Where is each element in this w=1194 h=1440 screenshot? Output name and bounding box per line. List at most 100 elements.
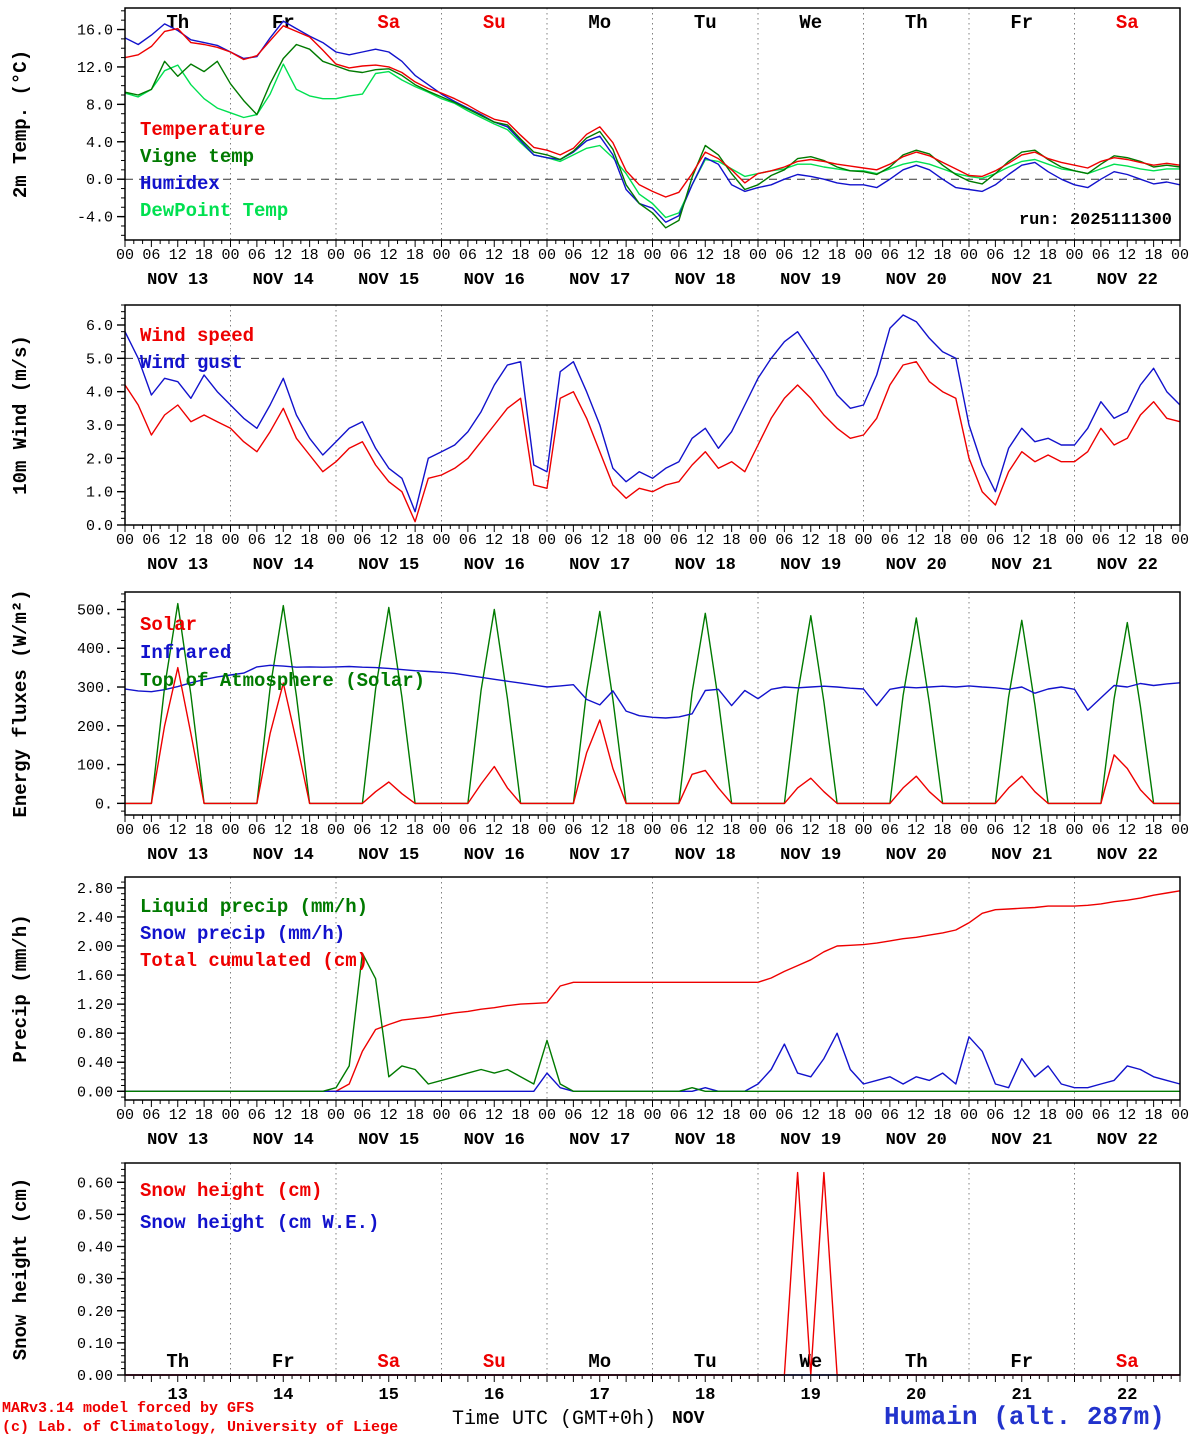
svg-text:00: 00 xyxy=(221,532,239,549)
svg-text:12: 12 xyxy=(380,532,398,549)
svg-text:NOV 22: NOV 22 xyxy=(1097,846,1158,865)
svg-text:00: 00 xyxy=(116,1107,134,1124)
svg-text:18: 18 xyxy=(695,1386,715,1400)
x-axis-ticks xyxy=(124,1375,1181,1382)
svg-text:18: 18 xyxy=(512,247,530,264)
svg-text:12: 12 xyxy=(591,822,609,839)
y-axis-ticks: 0.00 0.40 0.80 1.20 1.60 2.00 2.40 2.80 xyxy=(77,881,125,1101)
svg-text:18: 18 xyxy=(1039,822,1057,839)
svg-text:12: 12 xyxy=(485,247,503,264)
svg-text:06: 06 xyxy=(670,822,688,839)
y-axis-title: Precip (mm/h) xyxy=(10,914,32,1062)
svg-text:06: 06 xyxy=(353,247,371,264)
svg-text:12: 12 xyxy=(696,822,714,839)
svg-text:12: 12 xyxy=(169,822,187,839)
svg-text:00: 00 xyxy=(960,822,978,839)
svg-text:Sa: Sa xyxy=(377,12,400,34)
legend-temperature: Temperature xyxy=(140,119,265,141)
svg-text:00: 00 xyxy=(221,822,239,839)
svg-text:Fr: Fr xyxy=(1010,1351,1033,1373)
svg-text:3.0: 3.0 xyxy=(86,418,113,435)
legend-snow-height: Snow height (cm) xyxy=(140,1180,322,1202)
svg-text:0.10: 0.10 xyxy=(77,1336,113,1353)
svg-text:00: 00 xyxy=(960,532,978,549)
svg-text:12: 12 xyxy=(591,1107,609,1124)
svg-text:00: 00 xyxy=(116,247,134,264)
svg-text:400.: 400. xyxy=(77,641,113,658)
svg-text:00: 00 xyxy=(643,822,661,839)
svg-text:18: 18 xyxy=(934,532,952,549)
svg-text:06: 06 xyxy=(564,532,582,549)
x-axis-month-label: NOV xyxy=(672,1409,705,1429)
legend-infrared: Infrared xyxy=(140,642,231,664)
svg-text:00: 00 xyxy=(643,532,661,549)
svg-text:00: 00 xyxy=(432,247,450,264)
x-axis-ticks xyxy=(124,1100,1181,1107)
svg-text:06: 06 xyxy=(1092,532,1110,549)
x-axis-ticks xyxy=(124,240,1181,247)
svg-text:12: 12 xyxy=(1013,532,1031,549)
day-name-labels: Th Fr Sa Su Mo Tu We Th Fr Sa xyxy=(166,1351,1138,1373)
svg-text:06: 06 xyxy=(459,532,477,549)
svg-text:NOV 20: NOV 20 xyxy=(886,846,947,865)
svg-text:00: 00 xyxy=(432,1107,450,1124)
series-dewpoint-line xyxy=(124,63,1180,219)
svg-text:18: 18 xyxy=(406,532,424,549)
svg-text:12: 12 xyxy=(802,1107,820,1124)
y-axis-ticks: 0. 100. 200. 300. 400. 500. xyxy=(77,593,125,813)
legend-snow-precip: Snow precip (mm/h) xyxy=(140,923,345,945)
svg-text:0.80: 0.80 xyxy=(77,1026,113,1043)
svg-text:00: 00 xyxy=(960,1107,978,1124)
svg-text:00: 00 xyxy=(327,822,345,839)
svg-text:NOV 14: NOV 14 xyxy=(253,846,314,865)
series-temperature-line xyxy=(124,25,1181,198)
svg-text:00: 00 xyxy=(538,247,556,264)
svg-text:NOV 21: NOV 21 xyxy=(991,556,1052,575)
svg-text:200.: 200. xyxy=(77,719,113,736)
svg-text:00: 00 xyxy=(538,1107,556,1124)
svg-text:18: 18 xyxy=(723,822,741,839)
svg-text:12: 12 xyxy=(1013,247,1031,264)
svg-text:12: 12 xyxy=(169,532,187,549)
svg-text:00: 00 xyxy=(854,247,872,264)
svg-text:12: 12 xyxy=(907,1107,925,1124)
svg-text:06: 06 xyxy=(248,822,266,839)
svg-text:16: 16 xyxy=(484,1386,504,1400)
svg-text:18: 18 xyxy=(1145,247,1163,264)
svg-text:4.0: 4.0 xyxy=(86,385,113,402)
svg-text:06: 06 xyxy=(986,1107,1004,1124)
svg-text:06: 06 xyxy=(353,532,371,549)
day-gridlines xyxy=(230,8,1075,240)
svg-text:18: 18 xyxy=(723,532,741,549)
svg-text:Sa: Sa xyxy=(377,1351,400,1373)
day-gridlines xyxy=(230,305,1075,525)
svg-text:21: 21 xyxy=(1012,1386,1032,1400)
svg-text:18: 18 xyxy=(617,1107,635,1124)
svg-text:12: 12 xyxy=(1118,1107,1136,1124)
svg-text:06: 06 xyxy=(353,822,371,839)
x-axis-ticks xyxy=(124,815,1181,822)
svg-text:06: 06 xyxy=(564,822,582,839)
svg-text:12: 12 xyxy=(274,532,292,549)
svg-text:0.30: 0.30 xyxy=(77,1272,113,1289)
day-gridlines xyxy=(230,877,1075,1100)
series-wind-speed-line xyxy=(124,361,1181,523)
svg-text:06: 06 xyxy=(248,1107,266,1124)
svg-text:NOV 15: NOV 15 xyxy=(358,271,419,290)
svg-text:1.20: 1.20 xyxy=(77,997,113,1014)
svg-text:00: 00 xyxy=(643,1107,661,1124)
panel-precip: 0.00 0.40 0.80 1.20 1.60 2.00 2.40 2.80 00 06 12 18… xyxy=(10,876,1189,1150)
svg-text:18: 18 xyxy=(723,1107,741,1124)
svg-text:18: 18 xyxy=(406,1107,424,1124)
svg-text:00: 00 xyxy=(1171,1107,1189,1124)
svg-text:18: 18 xyxy=(301,1107,319,1124)
svg-text:06: 06 xyxy=(142,247,160,264)
day-gridlines xyxy=(230,592,1075,815)
x-hour-labels: 00 06 12 18 00 06 12 18 00 06 12 18 00 06 12 18 00 06 12 18… xyxy=(116,247,1189,264)
svg-text:18: 18 xyxy=(301,247,319,264)
plot-border xyxy=(124,591,1181,816)
legend-humidex: Humidex xyxy=(140,173,220,195)
svg-text:NOV 18: NOV 18 xyxy=(675,556,736,575)
svg-text:00: 00 xyxy=(854,532,872,549)
